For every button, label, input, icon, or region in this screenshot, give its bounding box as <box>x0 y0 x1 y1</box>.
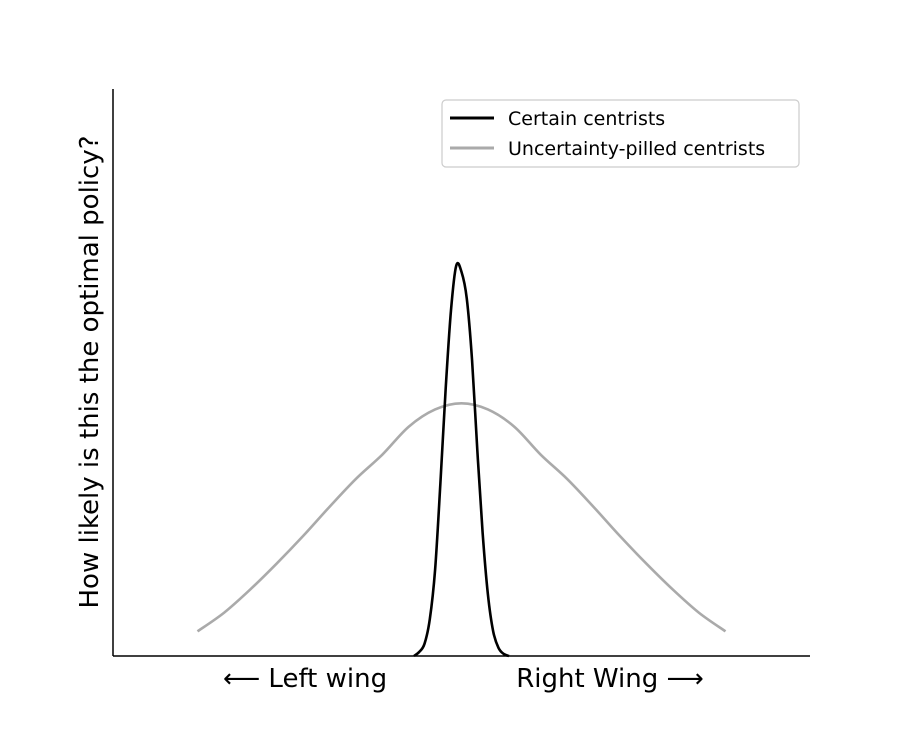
y-axis-label: How likely is this the optimal policy? <box>75 135 105 608</box>
legend-box <box>441 99 800 168</box>
series-line-certain-centrists <box>413 261 510 658</box>
legend: Certain centrists Uncertainty-pilled cen… <box>441 99 800 168</box>
x-tick-label-left: ⟵ Left wing <box>223 664 387 694</box>
series-group <box>196 261 727 658</box>
legend-label-certain: Certain centrists <box>508 108 665 130</box>
legend-label-uncertain: Uncertainty-pilled centrists <box>508 138 765 160</box>
series-line-uncertainty-pilled-centrists <box>196 402 727 633</box>
x-tick-label-right: Right Wing ⟶ <box>516 664 704 694</box>
